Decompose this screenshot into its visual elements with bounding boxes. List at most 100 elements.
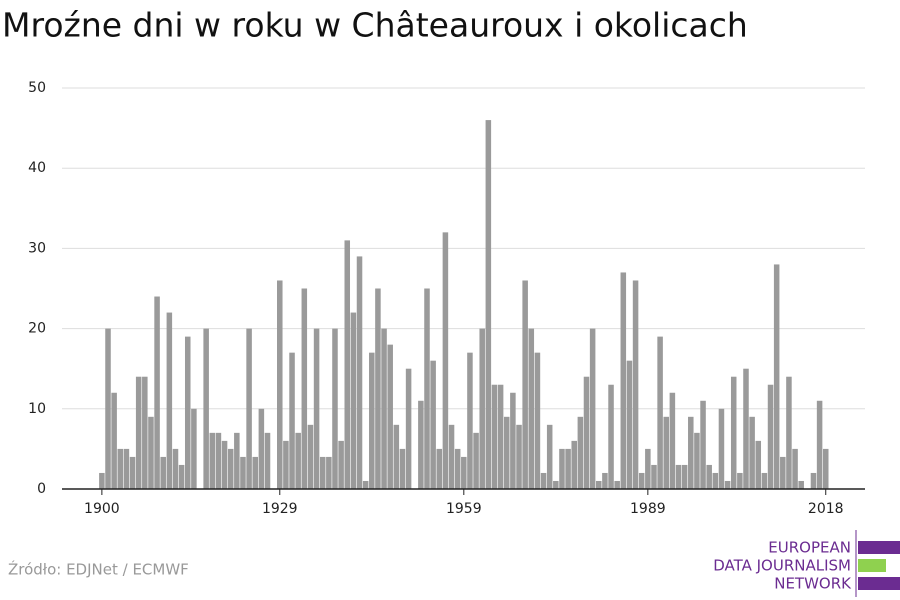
bar xyxy=(767,384,774,489)
logo-text: EUROPEAN xyxy=(768,539,851,557)
bar xyxy=(534,352,541,489)
bar xyxy=(479,328,485,489)
bar xyxy=(743,368,749,489)
bar xyxy=(356,256,363,489)
bar xyxy=(350,312,357,489)
bar xyxy=(681,464,688,489)
bar xyxy=(540,472,547,489)
bar xyxy=(546,424,553,489)
bar xyxy=(485,120,492,489)
bar xyxy=(614,480,620,489)
bar xyxy=(688,416,694,489)
y-tick-label: 50 xyxy=(28,80,46,96)
bar xyxy=(375,288,381,489)
logo-text: DATA JOURNALISM xyxy=(713,557,851,575)
bar xyxy=(405,368,412,489)
bar xyxy=(510,392,516,489)
bar xyxy=(724,480,731,489)
bar xyxy=(215,432,222,489)
bar xyxy=(712,472,719,489)
logo-bar xyxy=(858,577,900,590)
bar xyxy=(184,336,191,489)
bar xyxy=(442,232,449,490)
bar xyxy=(473,432,479,489)
bar xyxy=(737,472,743,489)
bar xyxy=(326,456,332,489)
bar xyxy=(148,416,154,489)
bar xyxy=(178,464,185,489)
x-tick-label: 1989 xyxy=(630,501,666,517)
bar xyxy=(234,432,240,489)
bar xyxy=(117,448,124,489)
y-tick-label: 20 xyxy=(28,321,46,337)
bar xyxy=(344,240,351,489)
bar xyxy=(786,376,792,489)
bar xyxy=(565,448,571,489)
bar xyxy=(792,448,798,489)
bar xyxy=(638,472,645,489)
bar xyxy=(503,416,510,489)
bar xyxy=(277,280,283,489)
bar xyxy=(589,328,596,489)
bar xyxy=(338,440,344,489)
logo-bar xyxy=(858,541,900,554)
bar xyxy=(172,448,179,489)
bar xyxy=(289,352,295,489)
bar xyxy=(602,472,608,489)
bar xyxy=(191,408,197,489)
bar xyxy=(626,360,633,489)
bar xyxy=(166,312,173,489)
bar xyxy=(559,448,565,489)
bar xyxy=(142,376,148,489)
bar xyxy=(749,416,755,489)
bar xyxy=(596,480,602,489)
bar xyxy=(209,432,216,489)
bar xyxy=(454,448,461,489)
bar xyxy=(399,448,406,489)
bar xyxy=(381,328,387,489)
bar xyxy=(669,392,676,489)
bar xyxy=(571,440,577,489)
bar xyxy=(123,448,130,489)
bar xyxy=(773,264,780,489)
bar xyxy=(307,424,314,489)
bar xyxy=(761,472,768,489)
bar xyxy=(252,456,258,489)
bar xyxy=(620,272,627,489)
bar xyxy=(430,360,436,489)
bar xyxy=(780,456,786,489)
bar xyxy=(203,328,209,489)
y-tick-label: 10 xyxy=(28,401,46,417)
bar xyxy=(448,424,455,489)
bar xyxy=(369,352,375,489)
bar xyxy=(491,384,498,489)
x-tick-label: 1929 xyxy=(262,501,298,517)
bar xyxy=(258,408,265,489)
bar xyxy=(295,432,301,489)
bar xyxy=(227,448,234,489)
bar xyxy=(694,432,700,489)
logo: EUROPEAN DATA JOURNALISM NETWORK xyxy=(713,530,900,597)
bar xyxy=(362,480,369,489)
bar xyxy=(393,424,400,489)
bar xyxy=(718,408,725,489)
bar xyxy=(608,384,614,489)
bar xyxy=(657,336,663,489)
bar xyxy=(264,432,271,489)
bar xyxy=(522,280,528,489)
bar xyxy=(810,472,817,489)
bar xyxy=(332,328,338,489)
bar xyxy=(816,400,823,489)
bar xyxy=(467,352,473,489)
bar xyxy=(700,400,706,489)
bar xyxy=(675,464,682,489)
bar xyxy=(528,328,535,489)
bar xyxy=(105,328,111,489)
bar xyxy=(246,328,252,489)
bar xyxy=(319,456,326,489)
bar xyxy=(730,376,737,489)
bar xyxy=(424,288,430,489)
bar xyxy=(240,456,246,489)
bar xyxy=(111,392,117,489)
